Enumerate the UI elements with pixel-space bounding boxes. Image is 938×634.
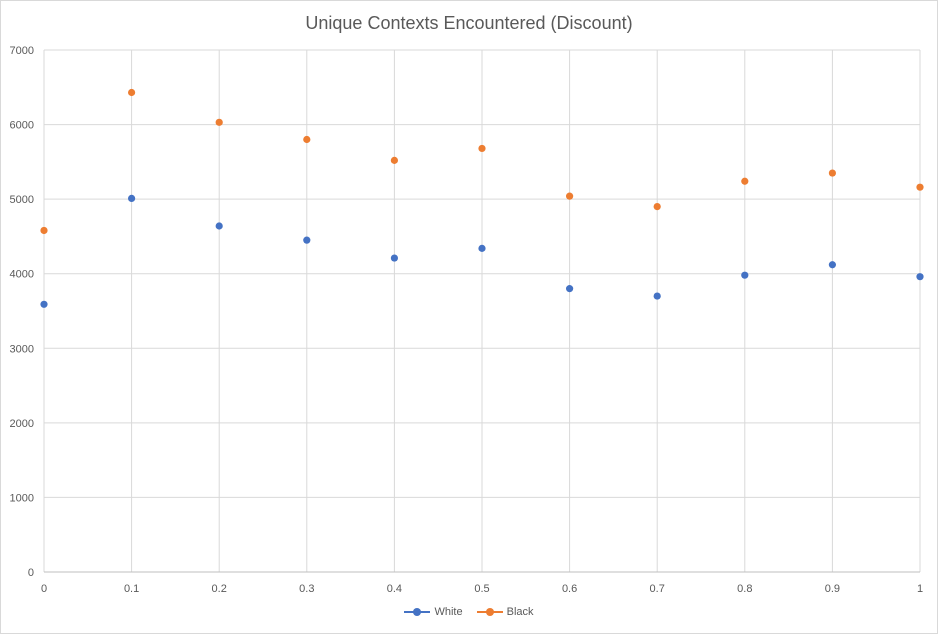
data-point-white [40, 300, 48, 308]
data-point-black [478, 144, 486, 153]
data-point-white [478, 244, 486, 252]
data-points [40, 88, 924, 308]
data-point-black [390, 156, 398, 164]
y-tick-label: 4000 [10, 269, 34, 281]
y-tick-label: 1000 [10, 492, 34, 504]
data-point-white [653, 292, 661, 300]
x-tick-label: 0.4 [387, 583, 402, 595]
y-tick-label: 0 [28, 567, 34, 579]
x-tick-label: 0.2 [212, 583, 227, 595]
x-tick-label: 0.9 [825, 583, 840, 595]
data-point-black [566, 192, 574, 200]
x-tick-label: 0.1 [124, 583, 139, 595]
x-tick-label: 0.3 [299, 583, 314, 595]
data-point-black [653, 203, 661, 211]
x-tick-label: 0.5 [474, 583, 489, 595]
legend-swatch-black [476, 607, 503, 617]
data-point-white [566, 285, 574, 293]
chart-title: Unique Contexts Encountered (Discount) [305, 13, 633, 33]
data-point-white [741, 271, 749, 279]
data-point-white [828, 261, 837, 269]
legend-item-white: White [404, 606, 463, 618]
data-point-black [303, 135, 311, 144]
y-tick-label: 6000 [10, 120, 34, 132]
tick-labels: 0 1000 2000 3000 4000 5000 6000 7000 0 0.1 0.2 0.3 0… [10, 45, 924, 595]
data-point-black [741, 177, 749, 185]
x-tick-label: 0.6 [562, 583, 577, 595]
data-point-white [916, 273, 924, 281]
x-tick-label: 0.7 [650, 583, 665, 595]
x-tick-label: 0.8 [737, 583, 752, 595]
data-point-black [128, 88, 136, 97]
legend-label-white: White [434, 606, 463, 618]
y-tick-label: 7000 [10, 45, 34, 57]
legend-swatch-white [404, 607, 431, 617]
data-point-white [303, 236, 311, 244]
x-tick-label: 1 [917, 583, 923, 595]
data-point-white [215, 222, 223, 230]
data-point-black [40, 226, 48, 235]
data-point-black [916, 183, 924, 191]
data-point-black [215, 118, 223, 126]
data-point-white [390, 254, 398, 262]
legend: White Black [1, 606, 937, 618]
data-point-white [128, 194, 136, 202]
legend-item-black: Black [476, 606, 534, 618]
y-tick-label: 5000 [10, 194, 34, 206]
x-tick-label: 0 [41, 583, 47, 595]
legend-label-black: Black [506, 606, 534, 618]
data-point-black [828, 169, 837, 177]
y-tick-label: 3000 [10, 343, 34, 355]
gridlines [43, 49, 921, 572]
y-tick-label: 2000 [10, 418, 34, 430]
